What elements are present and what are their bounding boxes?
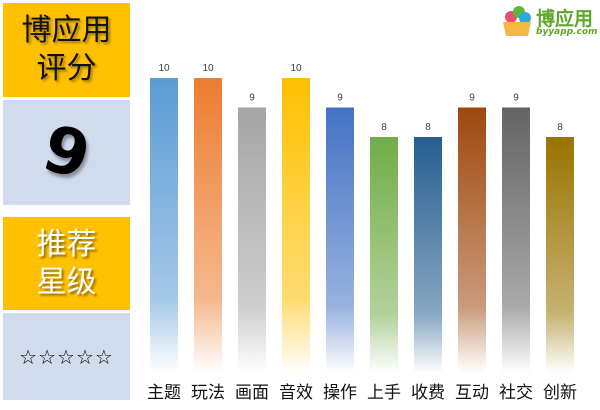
bar-1: [194, 78, 222, 373]
logo-name: 博应用: [536, 8, 594, 30]
logo-box-icon: [503, 6, 531, 36]
category-label: 互动: [455, 383, 489, 403]
data-label: 8: [557, 122, 563, 133]
rating-title: 博应用 评分: [21, 13, 112, 86]
category-label: 社交: [499, 383, 533, 403]
recommend-title-box: 推荐 星级: [3, 217, 130, 310]
stars-box: ☆☆☆☆☆: [3, 313, 130, 400]
logo-url: byyapp.com: [536, 27, 598, 37]
data-label: 9: [469, 93, 475, 104]
logo: 博应用 byyapp.com: [500, 4, 598, 40]
category-label: 收费: [411, 383, 445, 403]
bar-3: [282, 78, 310, 373]
bar-0: [150, 78, 178, 373]
category-label: 音效: [279, 383, 313, 403]
bar-9: [546, 137, 574, 373]
star-rating: ☆☆☆☆☆: [19, 344, 114, 369]
category-label: 玩法: [191, 383, 225, 403]
data-label: 10: [290, 63, 302, 74]
data-label: 10: [202, 63, 214, 74]
rating-title-box: 博应用 评分: [3, 3, 130, 97]
bar-8: [502, 107, 530, 373]
data-label: 10: [158, 63, 170, 74]
data-label: 9: [337, 93, 343, 104]
score-box: 9: [3, 100, 130, 205]
bar-5: [370, 137, 398, 373]
bar-6: [414, 137, 442, 373]
category-label: 操作: [323, 383, 357, 403]
category-label: 创新: [543, 383, 577, 403]
category-label: 画面: [235, 383, 269, 403]
data-label: 8: [381, 122, 387, 133]
category-label: 主题: [147, 383, 181, 403]
recommend-title: 推荐 星级: [36, 226, 97, 300]
bar-2: [238, 107, 266, 373]
category-label: 上手: [367, 383, 401, 403]
data-label: 9: [249, 93, 255, 104]
data-label: 9: [513, 93, 519, 104]
data-label: 8: [425, 122, 431, 133]
bar-4: [326, 107, 354, 373]
bar-7: [458, 107, 486, 373]
